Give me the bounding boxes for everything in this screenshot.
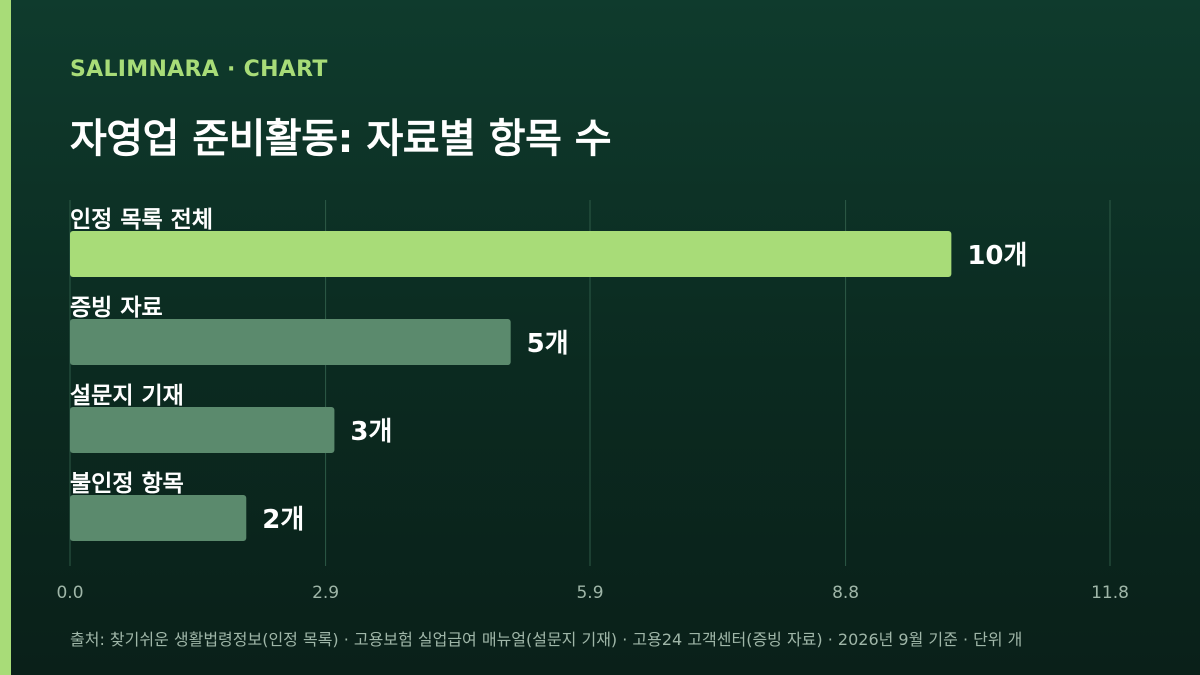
bar (70, 495, 247, 541)
x-tick-label: 5.9 (576, 583, 603, 603)
x-tick-label: 11.8 (1091, 583, 1129, 603)
chart-title: 자영업 준비활동: 자료별 항목 수 (70, 116, 612, 162)
bar (70, 231, 952, 277)
category-label: 인정 목록 전체 (70, 207, 213, 233)
chart-kicker: SALIMNARA · CHART (70, 57, 328, 82)
category-label: 설문지 기재 (70, 383, 184, 409)
category-label: 증빙 자료 (70, 295, 163, 321)
source-note: 출처: 찾기쉬운 생활법령정보(인정 목록) · 고용보험 실업급여 매뉴얼(설… (70, 630, 1023, 649)
accent-stripe (0, 0, 11, 675)
bar (70, 319, 511, 365)
x-tick-label: 8.8 (832, 583, 859, 603)
data-label: 3개 (350, 417, 392, 447)
x-tick-label: 2.9 (312, 583, 339, 603)
data-label: 5개 (527, 329, 569, 359)
data-label: 2개 (262, 505, 304, 535)
x-tick-label: 0.0 (56, 583, 83, 603)
bar (70, 407, 335, 453)
data-label: 10개 (967, 241, 1027, 271)
category-label: 불인정 항목 (70, 471, 184, 497)
